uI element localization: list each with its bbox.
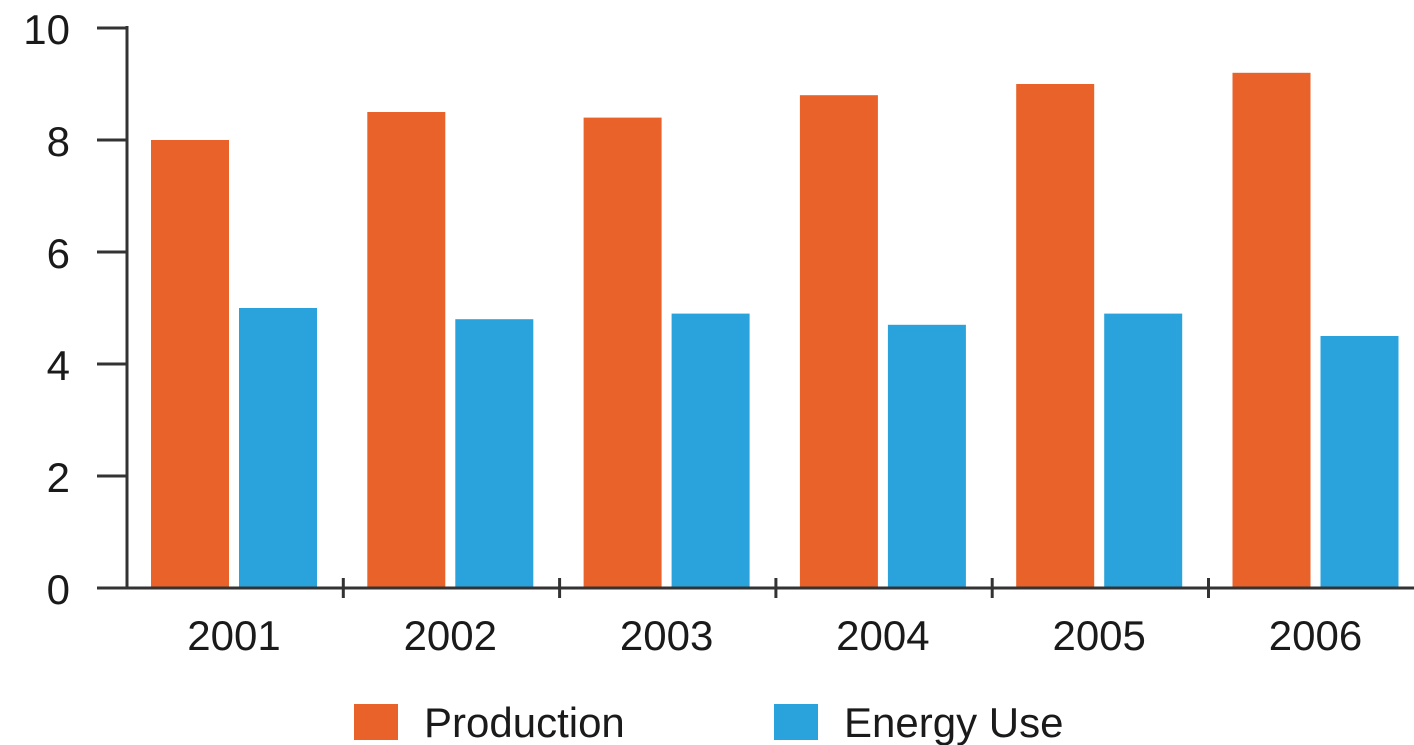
bars — [151, 72, 1399, 589]
x-tick-label-2005: 2005 — [1052, 612, 1145, 659]
legend-label-production: Production — [424, 699, 625, 745]
legend-swatch-production — [354, 704, 398, 740]
bar-production-2006 — [1232, 72, 1311, 589]
bar-production-2005 — [1016, 84, 1095, 588]
x-tick-label-2003: 2003 — [620, 612, 713, 659]
bar-production-2003 — [583, 117, 662, 588]
bar-production-2004 — [799, 95, 878, 588]
axes — [97, 26, 1414, 590]
x-tick-label-2002: 2002 — [404, 612, 497, 659]
y-tick-label-4: 4 — [47, 342, 70, 389]
y-axis-ticks: 0 2 4 6 8 10 — [23, 6, 127, 613]
y-tick-label-6: 6 — [47, 230, 70, 277]
bar-energy-use-2004 — [887, 324, 966, 588]
y-tick-label-0: 0 — [47, 566, 70, 613]
legend-label-energy-use: Energy Use — [844, 699, 1063, 745]
bar-production-2001 — [151, 140, 229, 588]
bar-energy-use-2002 — [455, 319, 534, 588]
legend-swatch-energy-use — [774, 704, 818, 740]
x-axis-ticks: 2001 2002 2003 2004 2005 2006 — [187, 578, 1362, 659]
y-tick-label-10: 10 — [23, 6, 70, 53]
bar-production-2002 — [367, 112, 446, 588]
bar-energy-use-2001 — [239, 308, 317, 588]
y-tick-label-8: 8 — [47, 118, 70, 165]
bar-energy-use-2006 — [1320, 336, 1399, 588]
x-tick-label-2001: 2001 — [187, 612, 280, 659]
bar-energy-use-2005 — [1104, 313, 1183, 588]
x-tick-label-2004: 2004 — [836, 612, 929, 659]
legend: Production Energy Use — [354, 699, 1063, 745]
bar-energy-use-2003 — [671, 313, 750, 588]
x-tick-label-2006: 2006 — [1269, 612, 1362, 659]
y-tick-label-2: 2 — [47, 454, 70, 501]
